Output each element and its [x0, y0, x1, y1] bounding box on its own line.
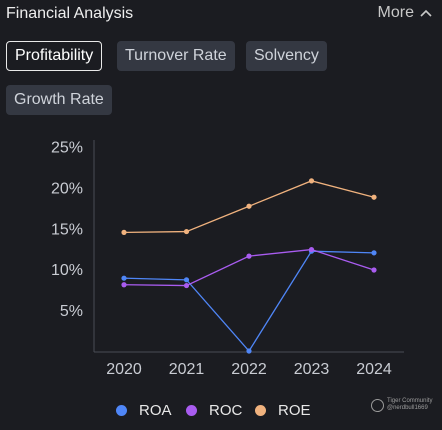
series-line-roa — [123, 250, 375, 353]
watermark-handle: @nerdbull1669 — [387, 405, 428, 411]
data-point-roa — [371, 250, 377, 256]
x-tick-label: 2021 — [169, 361, 205, 378]
tab-growth-rate[interactable]: Growth Rate — [6, 85, 112, 115]
data-point-roc — [183, 282, 190, 289]
data-point-roc — [308, 246, 315, 253]
data-point-roa — [183, 277, 190, 283]
data-point-roa — [246, 348, 252, 354]
x-tick-label: 2020 — [106, 361, 142, 378]
legend-label-roc: ROC — [209, 402, 243, 419]
legend-label-roa: ROA — [139, 402, 172, 419]
legend-item-roc[interactable]: ROC — [186, 402, 242, 419]
data-point-roc — [371, 267, 377, 273]
x-tick-label: 2023 — [294, 361, 330, 378]
watermark-brand: Tiger Community — [387, 398, 433, 404]
y-tick-label: 25% — [51, 140, 83, 157]
data-point-roe — [246, 203, 252, 209]
header-bar: Financial Analysis More — [0, 0, 442, 30]
chart-legend: ROA ROC ROE — [0, 402, 442, 424]
tab-solvency[interactable]: Solvency — [246, 41, 327, 71]
legend-item-roa[interactable]: ROA — [116, 402, 172, 419]
section-title: Financial Analysis — [6, 5, 134, 22]
tiger-logo-icon — [371, 398, 384, 412]
legend-label-roe: ROE — [278, 402, 311, 419]
y-tick-label: 15% — [51, 221, 83, 238]
chevron-up-icon — [420, 9, 432, 17]
data-point-roe — [121, 229, 127, 235]
more-label: More — [377, 4, 414, 21]
legend-dot-roc — [186, 405, 197, 416]
line-chart: 25% 20% 15% 10% 5% 2020 2021 2022 2023 2024 — [51, 140, 404, 378]
data-point-roc — [121, 282, 127, 288]
watermark: Tiger Community @nerdbull1669 — [371, 398, 432, 412]
data-point-roc — [246, 253, 252, 259]
data-point-roa — [121, 275, 127, 281]
legend-dot-roe — [255, 405, 266, 416]
x-tick-label: 2022 — [231, 361, 267, 378]
more-button[interactable]: More — [378, 4, 432, 22]
y-tick-label: 20% — [51, 180, 83, 197]
tab-profitability[interactable]: Profitability — [6, 41, 103, 71]
legend-item-roe[interactable]: ROE — [255, 402, 311, 419]
x-tick-label: 2024 — [356, 361, 392, 378]
y-tick-label: 5% — [60, 303, 83, 320]
legend-dot-roa — [116, 405, 127, 416]
tab-turnover-rate[interactable]: Turnover Rate — [117, 41, 235, 71]
data-point-roe — [308, 178, 315, 184]
data-point-roe — [371, 194, 377, 200]
data-point-roe — [183, 228, 190, 235]
y-tick-label: 10% — [51, 262, 83, 279]
